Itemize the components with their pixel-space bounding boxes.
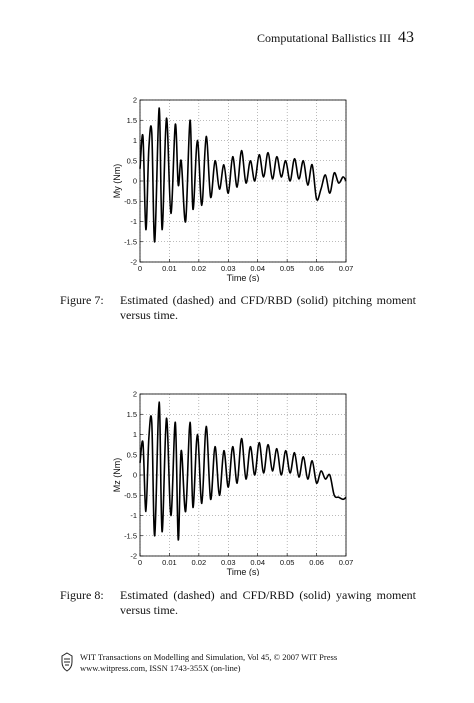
caption-text: Estimated (dashed) and CFD/RBD (solid) p… xyxy=(120,293,416,322)
x-tick-label: 0.07 xyxy=(339,264,354,273)
x-tick-label: 0.06 xyxy=(309,558,324,567)
y-tick-label: 0.5 xyxy=(127,450,137,459)
journal-title: Computational Ballistics III xyxy=(257,31,391,45)
x-tick-label: 0.05 xyxy=(280,558,295,567)
y-tick-label: 0.5 xyxy=(127,156,137,165)
y-tick-label: 0 xyxy=(133,177,137,186)
plot-frame xyxy=(139,393,347,557)
y-tick-label: -2 xyxy=(130,258,137,267)
y-axis-label: Mz (Nm) xyxy=(112,458,122,493)
running-header: Computational Ballistics III 43 xyxy=(257,29,414,47)
x-tick-label: 0.04 xyxy=(250,264,265,273)
y-tick-label: -1 xyxy=(130,217,137,226)
publisher-logo-icon xyxy=(61,652,73,672)
y-tick-label: -1.5 xyxy=(124,237,137,246)
x-tick-label: 0.03 xyxy=(221,264,236,273)
x-tick-label: 0 xyxy=(138,264,142,273)
chart-svg: 0 0.01 0.02 0.03 0.04 0.05 0.06 0.07 2 1.5 1 0.5 0 -0… xyxy=(112,390,354,577)
footer-line-2: www.witpress.com, ISSN 1743-355X (on-lin… xyxy=(80,663,241,673)
footer: WIT Transactions on Modelling and Simula… xyxy=(60,652,337,674)
x-tick-label: 0.04 xyxy=(250,558,265,567)
y-tick-label: 0 xyxy=(133,471,137,480)
y-tick-label: -2 xyxy=(130,552,137,561)
y-tick-label: 1.5 xyxy=(127,410,137,419)
series-line xyxy=(139,401,347,541)
y-axis-label: My (Nm) xyxy=(112,164,122,199)
x-axis-label: Time (s) xyxy=(227,273,260,282)
y-tick-label: 2 xyxy=(133,96,137,105)
y-tick-label: -1 xyxy=(130,511,137,520)
x-tick-label: 0.05 xyxy=(280,264,295,273)
footer-line-1: WIT Transactions on Modelling and Simula… xyxy=(80,652,338,662)
x-tick-label: 0 xyxy=(138,558,142,567)
x-tick-label: 0.02 xyxy=(192,264,207,273)
x-axis-label: Time (s) xyxy=(227,567,260,576)
y-tick-label: 1 xyxy=(133,430,137,439)
pitching-moment-chart: 0 0.01 0.02 0.03 0.04 0.05 0.06 0.07 2 1.5 1 0.5 0 -0… xyxy=(108,92,358,283)
page-number: 43 xyxy=(398,29,414,46)
figure-label: Figure 7: xyxy=(60,293,104,307)
series-line xyxy=(139,107,347,243)
x-tick-label: 0.02 xyxy=(192,558,207,567)
y-tick-label: -0.5 xyxy=(124,197,137,206)
y-tick-label: 1.5 xyxy=(127,116,137,125)
yawing-moment-chart: 0 0.01 0.02 0.03 0.04 0.05 0.06 0.07 2 1.5 1 0.5 0 -0… xyxy=(108,386,358,577)
x-tick-label: 0.03 xyxy=(221,558,236,567)
figure-caption: Figure 7: Estimated (dashed) and CFD/RBD… xyxy=(60,293,416,323)
figure-caption: Figure 8: Estimated (dashed) and CFD/RBD… xyxy=(60,588,416,618)
figure-label: Figure 8: xyxy=(60,588,104,602)
x-tick-label: 0.06 xyxy=(309,264,324,273)
y-tick-label: -0.5 xyxy=(124,491,137,500)
y-tick-label: 2 xyxy=(133,390,137,399)
x-tick-label: 0.07 xyxy=(339,558,354,567)
caption-text: Estimated (dashed) and CFD/RBD (solid) y… xyxy=(120,588,416,617)
x-tick-label: 0.01 xyxy=(162,264,177,273)
x-tick-label: 0.01 xyxy=(162,558,177,567)
y-tick-label: 1 xyxy=(133,136,137,145)
y-tick-label: -1.5 xyxy=(124,531,137,540)
chart-svg: 0 0.01 0.02 0.03 0.04 0.05 0.06 0.07 2 1.5 1 0.5 0 -0… xyxy=(112,96,354,283)
